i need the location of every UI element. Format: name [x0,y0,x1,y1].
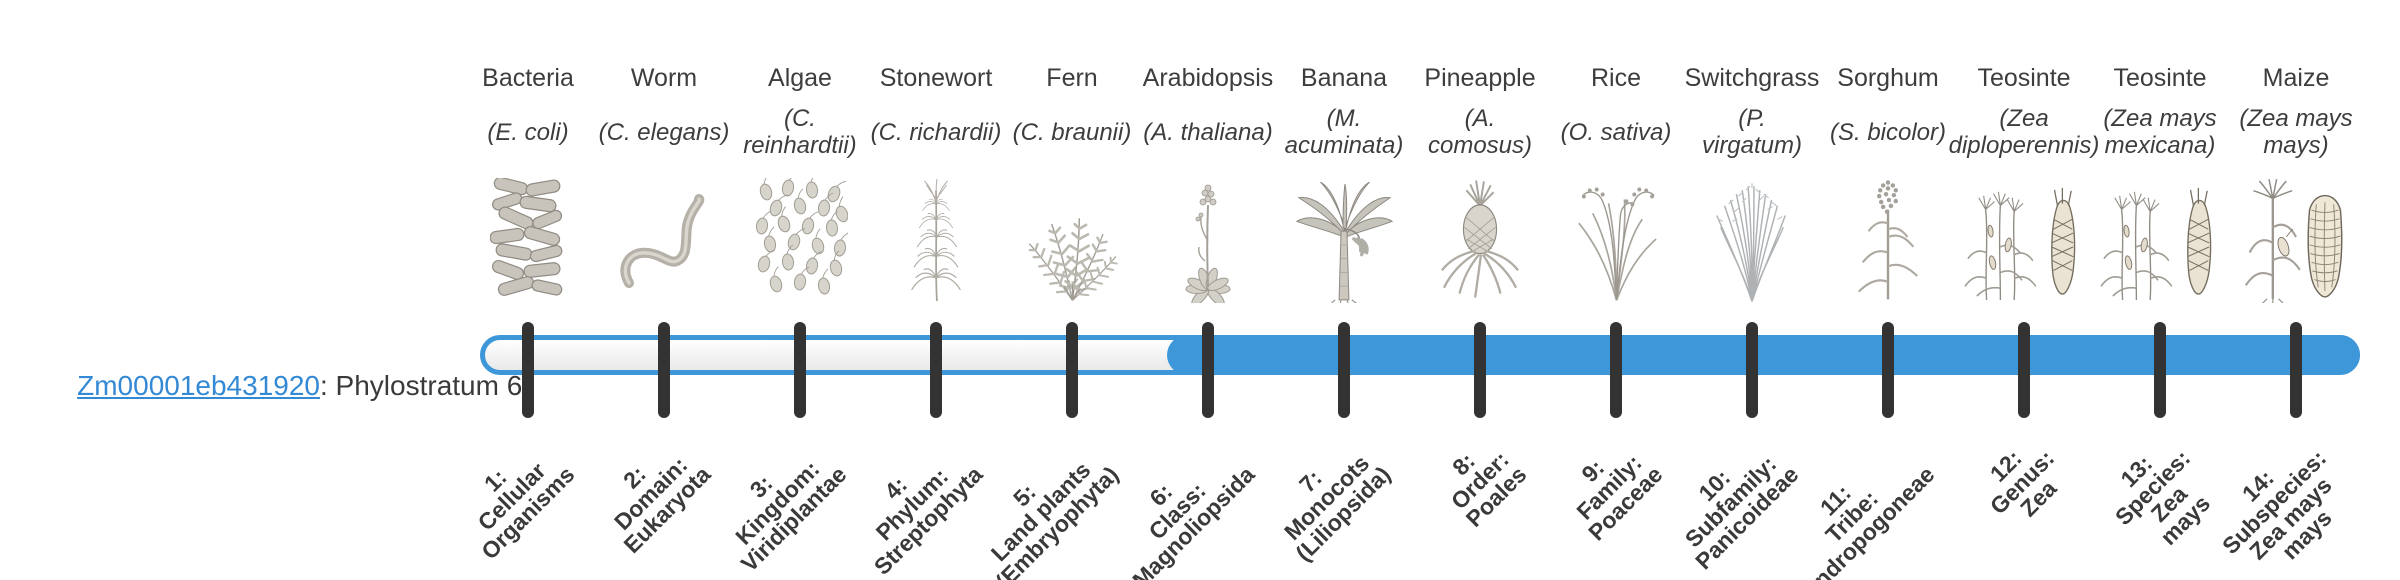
organism-scientific-name: (Zea mays mays) [2239,105,2353,159]
organism-art [1412,172,1548,306]
phylostratum-tick-mark [930,322,942,418]
organism-column: Fern (C. braunii) 5: Land plants (Embryo… [986,0,1140,580]
organism-scientific-name: (Zea diploperennis) [1948,105,2100,159]
algae-illustration [754,178,848,296]
phylostratum-tick-mark [1338,322,1350,418]
organism-column: Bacteria (E. coli) 1: Cellula [460,0,596,580]
organism-art [1548,172,1684,306]
phylostratum-axis-label: 2: Domain: Eukaryota [609,451,716,559]
organism-scientific-name: (C. elegans) [598,118,730,146]
pineapple-illustration [1441,180,1519,298]
organism-name: Sorghum [1837,64,1939,92]
organism-scientific-name: (A. thaliana) [1143,118,1273,146]
organism-art [2228,172,2364,306]
gene-id-link[interactable]: Zm00001eb431920 [77,370,320,401]
rice-illustration [1577,187,1657,301]
organism-scientific-name: (E. coli) [487,118,569,146]
phylostratum-tick-mark [2018,322,2030,418]
organism-column: Arabidopsis (A. thaliana) 6: [1127,0,1276,580]
organism-scientific-name: (C. braunii) [1012,118,1132,146]
organism-art [1820,172,1956,306]
maize-illustration [2244,178,2343,303]
organism-column: Rice (O. sativa) 9: Family: Poaceae [1548,0,1684,580]
organism-name: Teosinte [1977,64,2071,92]
banana-tree-illustration [1295,181,1394,303]
worm-illustration [620,193,705,288]
arabidopsis-illustration [1185,184,1231,303]
organism-name: Fern [1046,64,1098,92]
organism-art [596,172,732,306]
organism-scientific-name: (P. virgatum) [1701,105,1803,159]
phylostratum-axis-label: 13: Species: Zea mays [2109,444,2216,551]
organism-name: Worm [630,64,698,92]
phylostratum-tick-mark [1746,322,1758,418]
organism-column: Teosinte (Zea diploperennis) 12: Genus: … [1949,0,2100,580]
organism-name: Pineapple [1424,64,1536,92]
organism-scientific-name: (O. sativa) [1560,118,1672,146]
phylostratum-axis-label: 1: Cellular Organisms [472,457,580,565]
organism-column: Algae (C. reinhardtii) 3: Kingdom: Virid… [730,0,868,580]
gene-phylostratum-text: : Phylostratum 6 [320,370,523,401]
organism-art [460,172,596,306]
phylostratum-axis-label: 12: Genus: Zea [1984,444,2062,522]
organism-column: Banana (M. acuminata) 7: Monocots (Lilio… [1276,0,1412,580]
organism-art [2092,172,2228,306]
phylostratum-tick-mark [658,322,670,418]
organism-art [868,172,1004,306]
organism-column: Pineapple (A. comosus) 8: Order: Poales [1412,0,1548,580]
organism-name: Arabidopsis [1142,64,1274,92]
organism-name: Maize [2262,64,2330,92]
phylostratum-axis-label: 8: Order: Poales [1445,446,1532,532]
phylostratum-tick-mark [522,322,534,418]
phylostratum-axis-label: 9: Family: Poaceae [1571,449,1668,546]
organism-art [1956,172,2092,306]
organism-scientific-name: (C. richardii) [870,118,1002,146]
organism-scientific-name: (Zea mays mexicana) [2103,105,2217,159]
phylostratum-tick-mark [794,322,806,418]
organism-art [732,172,868,306]
organism-column: Sorghum (S. bicolor) 11: Tribe: Andropog… [1796,0,1956,580]
organism-scientific-name: (A. comosus) [1427,105,1533,159]
organism-name: Switchgrass [1684,64,1820,92]
organism-name: Rice [1590,64,1641,92]
organism-name: Bacteria [482,64,574,92]
phylostratum-tick-mark [1610,322,1622,418]
organism-name: Banana [1300,64,1388,92]
fern-illustration [1024,216,1120,303]
organism-art [1276,172,1412,306]
bacteria-illustration [490,178,563,296]
phylostratum-axis-label: 7: Monocots (Liliopsida) [1279,449,1396,567]
organism-name: Teosinte [2113,64,2207,92]
organism-column: Switchgrass (P. virgatum) 10: Subfamily:… [1680,0,1820,580]
organism-art [1140,172,1276,306]
stonewort-illustration [910,178,962,302]
organism-scientific-name: (C. reinhardtii) [743,105,857,159]
organism-scientific-name: (M. acuminata) [1284,105,1404,159]
phylostratum-tick-mark [2290,322,2302,418]
organism-column: Stonewort (C. richardii) 4: Phylum: Stre… [868,0,1004,580]
phylostratum-tick-mark [1202,322,1214,418]
organism-art [1004,172,1140,306]
organism-art [1684,172,1820,306]
organism-column: Maize (Zea mays mays) 14: Subspecies: Ze… [2217,0,2364,580]
organism-column: Worm (C. elegans) 2: Domain: Eukaryota [596,0,732,580]
gene-label: Zm00001eb431920: Phylostratum 6 [46,338,522,434]
phylostratum-tick-mark [1882,322,1894,418]
phylostratum-tick-mark [1474,322,1486,418]
organism-column: Teosinte (Zea mays mexicana) 13: Species… [2092,0,2228,580]
teosinte-illustration [2100,187,2212,301]
sorghum-illustration [1858,180,1918,300]
phylostratum-tick-mark [2154,322,2166,418]
teosinte-illustration [1964,187,2076,301]
organism-name: Algae [768,64,832,92]
organism-name: Stonewort [879,64,993,92]
switchgrass-illustration [1716,183,1786,302]
organism-scientific-name: (S. bicolor) [1829,118,1947,146]
phylostratum-tick-mark [1066,322,1078,418]
